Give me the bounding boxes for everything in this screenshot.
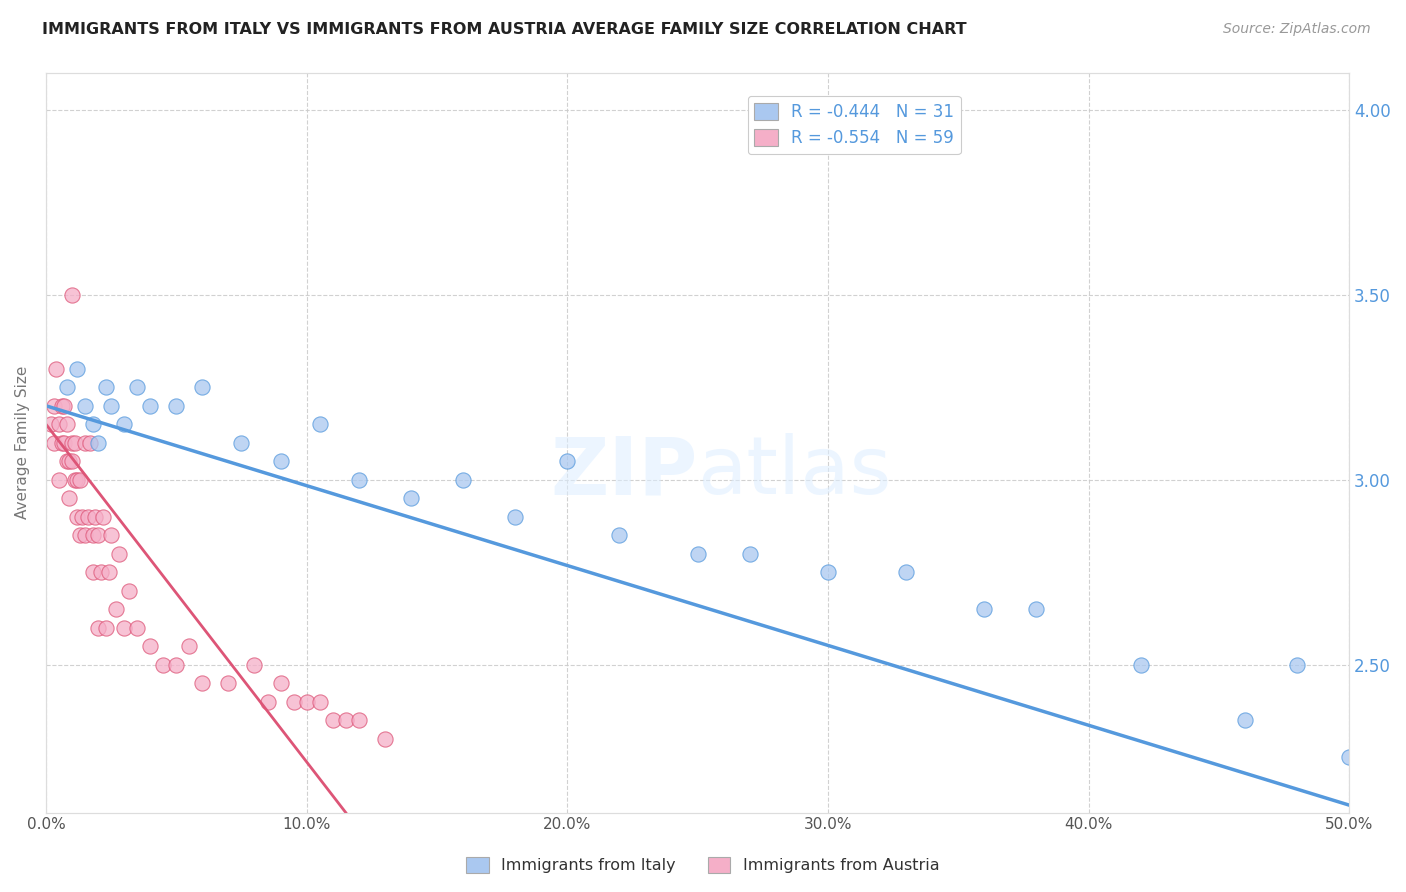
Point xyxy=(75,528,97,542)
Point xyxy=(94,380,117,394)
Text: atlas: atlas xyxy=(697,434,891,511)
Point xyxy=(66,361,89,376)
Point xyxy=(48,473,70,487)
Point xyxy=(91,509,114,524)
Point xyxy=(48,417,70,432)
Point xyxy=(82,528,104,542)
Point xyxy=(738,547,761,561)
Text: Source: ZipAtlas.com: Source: ZipAtlas.com xyxy=(1223,22,1371,37)
Point xyxy=(374,731,396,746)
Point xyxy=(152,657,174,672)
Point xyxy=(1025,602,1047,616)
Point xyxy=(139,399,162,413)
Point xyxy=(283,695,305,709)
Point xyxy=(100,399,122,413)
Point xyxy=(256,695,278,709)
Point xyxy=(97,565,120,579)
Point xyxy=(1339,750,1361,764)
Point xyxy=(308,695,330,709)
Point xyxy=(53,399,76,413)
Point xyxy=(42,435,65,450)
Point xyxy=(63,435,86,450)
Point xyxy=(56,454,79,468)
Point xyxy=(231,435,253,450)
Point xyxy=(60,288,83,302)
Point xyxy=(56,380,79,394)
Point xyxy=(1233,713,1256,727)
Point xyxy=(399,491,422,506)
Point xyxy=(295,695,318,709)
Point xyxy=(100,528,122,542)
Point xyxy=(66,473,89,487)
Point xyxy=(451,473,474,487)
Point xyxy=(63,473,86,487)
Point xyxy=(75,399,97,413)
Point xyxy=(84,509,107,524)
Point xyxy=(82,417,104,432)
Legend: R = -0.444   N = 31, R = -0.554   N = 59: R = -0.444 N = 31, R = -0.554 N = 59 xyxy=(748,96,960,154)
Point xyxy=(118,583,141,598)
Text: ZIP: ZIP xyxy=(550,434,697,511)
Point xyxy=(56,417,79,432)
Point xyxy=(165,657,187,672)
Point xyxy=(79,435,101,450)
Point xyxy=(87,528,110,542)
Point xyxy=(127,380,149,394)
Point xyxy=(82,565,104,579)
Point xyxy=(90,565,112,579)
Point xyxy=(686,547,709,561)
Point xyxy=(191,676,214,690)
Point xyxy=(112,621,135,635)
Point xyxy=(76,509,98,524)
Point xyxy=(58,454,80,468)
Point xyxy=(69,528,91,542)
Point xyxy=(72,509,94,524)
Point xyxy=(51,435,73,450)
Point xyxy=(894,565,917,579)
Point xyxy=(817,565,839,579)
Point xyxy=(45,361,67,376)
Point xyxy=(42,399,65,413)
Point xyxy=(179,639,201,653)
Point xyxy=(87,621,110,635)
Point xyxy=(94,621,117,635)
Point xyxy=(555,454,578,468)
Point xyxy=(1129,657,1152,672)
Point xyxy=(609,528,631,542)
Point xyxy=(39,417,62,432)
Y-axis label: Average Family Size: Average Family Size xyxy=(15,366,30,519)
Point xyxy=(243,657,266,672)
Point xyxy=(217,676,239,690)
Point xyxy=(105,602,128,616)
Point xyxy=(165,399,187,413)
Point xyxy=(127,621,149,635)
Point xyxy=(58,491,80,506)
Legend: Immigrants from Italy, Immigrants from Austria: Immigrants from Italy, Immigrants from A… xyxy=(460,850,946,880)
Point xyxy=(112,417,135,432)
Point xyxy=(69,473,91,487)
Point xyxy=(139,639,162,653)
Point xyxy=(191,380,214,394)
Point xyxy=(53,435,76,450)
Point xyxy=(322,713,344,727)
Point xyxy=(973,602,995,616)
Point xyxy=(1286,657,1309,672)
Point xyxy=(60,454,83,468)
Point xyxy=(87,435,110,450)
Point xyxy=(66,509,89,524)
Point xyxy=(108,547,131,561)
Point xyxy=(51,399,73,413)
Point xyxy=(335,713,357,727)
Point xyxy=(308,417,330,432)
Point xyxy=(270,676,292,690)
Point xyxy=(270,454,292,468)
Point xyxy=(347,713,370,727)
Text: IMMIGRANTS FROM ITALY VS IMMIGRANTS FROM AUSTRIA AVERAGE FAMILY SIZE CORRELATION: IMMIGRANTS FROM ITALY VS IMMIGRANTS FROM… xyxy=(42,22,967,37)
Point xyxy=(503,509,526,524)
Point xyxy=(347,473,370,487)
Point xyxy=(75,435,97,450)
Point xyxy=(60,435,83,450)
